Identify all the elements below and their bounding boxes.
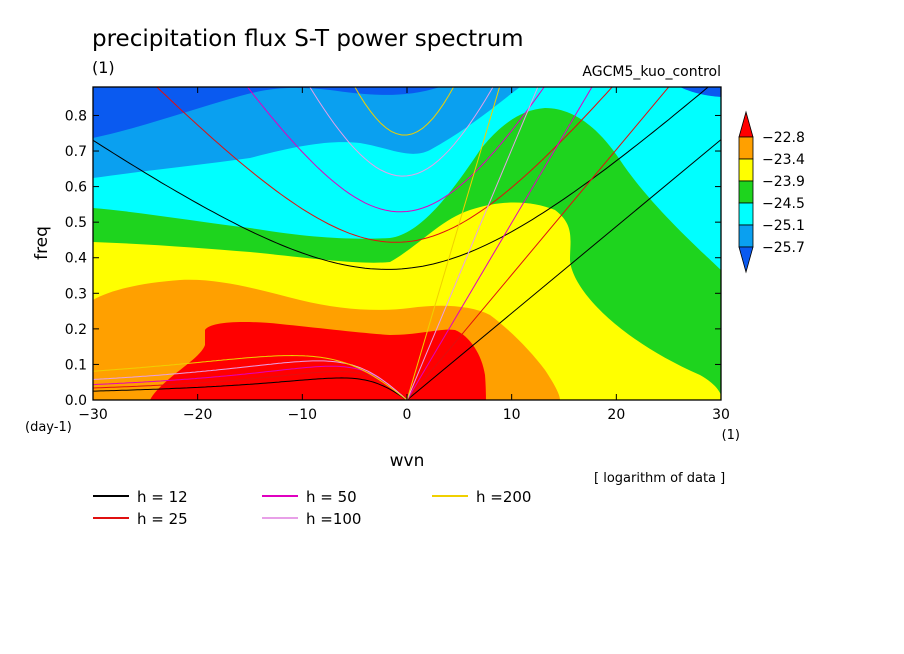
rossby-curve (93, 377, 408, 400)
ig-curve (354, 87, 455, 136)
legend-label: h = 50 (306, 488, 357, 506)
y-axis-title: freq (32, 226, 52, 260)
chart-subtitle: (1) (92, 58, 115, 77)
ig-curve (93, 87, 709, 270)
y-tick-label: 0.8 (65, 108, 87, 124)
ig-curve (156, 87, 613, 243)
colorbar-label: −25.1 (762, 218, 805, 234)
y-tick-label: 0.4 (65, 251, 87, 267)
log-note: [ logarithm of data ] (594, 471, 725, 486)
x-tick-label: 10 (503, 407, 521, 423)
colorbar: −22.8 −23.4 −23.9 −24.5 −25.1 −25.7 (738, 110, 805, 274)
ig-curve (309, 87, 494, 177)
y-tick-label: 0.3 (65, 286, 87, 302)
chart-title: precipitation flux S-T power spectrum (92, 26, 524, 52)
y-tick-label: 0.5 (65, 215, 87, 231)
ig-curve (246, 87, 545, 213)
colorbar-segment (738, 224, 754, 248)
colorbar-label: −23.9 (762, 174, 805, 190)
y-tick-label: 0.6 (65, 180, 87, 196)
x-unit-label: (1) (722, 428, 740, 443)
x-axis-title: wvn (390, 451, 425, 471)
y-tick-label: 0.0 (65, 393, 87, 409)
dispersion-curves (93, 87, 721, 400)
rossby-curve (93, 354, 408, 400)
kelvin-curve (406, 138, 721, 400)
x-tick-label: −10 (288, 407, 318, 423)
colorbar-segment (738, 180, 754, 204)
rossby-curve (93, 360, 408, 400)
colorbar-label: −23.4 (762, 152, 805, 168)
colorbar-label: −25.7 (762, 240, 805, 256)
region-darkblue (93, 87, 440, 138)
rossby-curve (93, 371, 408, 400)
kelvin-curve (406, 87, 539, 400)
x-tick-label: −20 (183, 407, 213, 423)
experiment-label: AGCM5_kuo_control (582, 64, 721, 80)
legend-label: h = 25 (137, 510, 188, 528)
x-tick-label: 30 (712, 407, 730, 423)
rossby-curve (93, 365, 408, 400)
legend: h = 12 h = 25 h = 50 h =100 h =200 (93, 488, 531, 528)
y-tick-label: 0.2 (65, 322, 87, 338)
y-unit-label: (day-1) (25, 420, 72, 435)
x-tick-label: −30 (78, 407, 108, 423)
kelvin-curve (406, 87, 670, 400)
kelvin-curve (406, 87, 501, 400)
colorbar-segment (738, 158, 754, 182)
x-tick-label: 20 (607, 407, 625, 423)
y-tick-label: 0.1 (65, 357, 87, 373)
colorbar-segment (738, 136, 754, 160)
legend-label: h =100 (306, 510, 361, 528)
y-axis: 0.0 0.1 0.2 0.3 0.4 0.5 0.6 0.7 0.8 (65, 108, 721, 409)
kelvin-curve (406, 87, 593, 400)
colorbar-top-arrow (738, 110, 754, 138)
legend-label: h =200 (476, 488, 531, 506)
colorbar-label: −24.5 (762, 196, 805, 212)
colorbar-segment (738, 202, 754, 226)
legend-label: h = 12 (137, 488, 188, 506)
y-tick-label: 0.7 (65, 144, 87, 160)
colorbar-label: −22.8 (762, 130, 805, 146)
colorbar-bottom-arrow (738, 246, 754, 274)
contour-fill (93, 87, 721, 400)
region-darkblue-right (680, 87, 721, 97)
x-tick-label: 0 (403, 407, 412, 423)
x-axis: −30 −20 −10 0 10 20 30 (78, 87, 730, 423)
